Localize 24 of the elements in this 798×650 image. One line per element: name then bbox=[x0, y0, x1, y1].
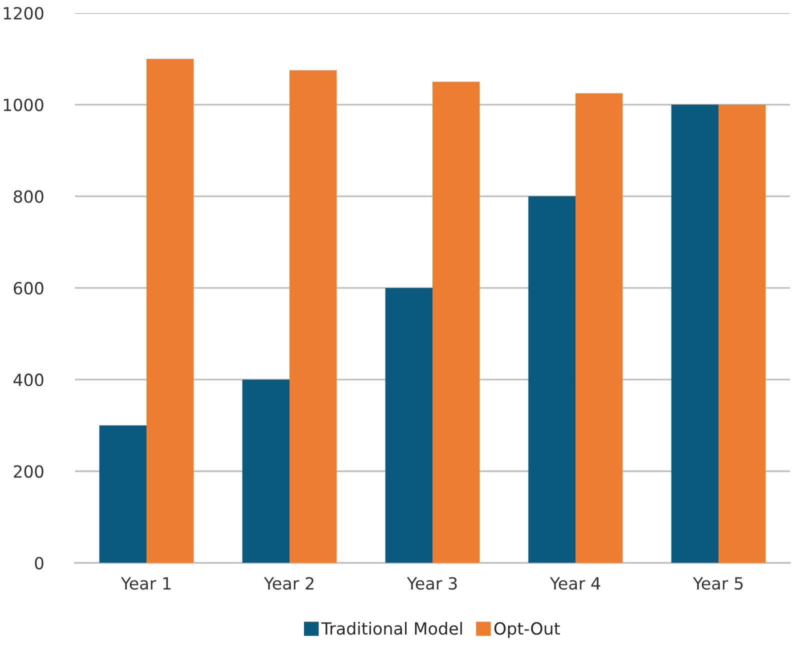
x-tick-label: Year 2 bbox=[264, 577, 314, 590]
y-tick-label: 0 bbox=[34, 556, 44, 570]
bar bbox=[146, 58, 194, 563]
y-tick-label: 1000 bbox=[4, 98, 44, 112]
bar bbox=[718, 104, 766, 563]
bar bbox=[671, 104, 719, 563]
x-tick-label: Year 3 bbox=[406, 577, 457, 590]
legend-label: Traditional Model bbox=[321, 622, 462, 635]
x-tick-label: Year 4 bbox=[550, 577, 600, 590]
y-tick-label: 400 bbox=[13, 374, 44, 386]
legend-label: Opt-Out bbox=[494, 622, 560, 638]
y-tick-label: 800 bbox=[14, 190, 44, 203]
y-tick-label: 1200 bbox=[4, 6, 44, 20]
y-tick-label: 200 bbox=[14, 465, 44, 478]
bar bbox=[528, 196, 576, 563]
bar bbox=[290, 70, 337, 563]
bar bbox=[242, 380, 290, 563]
y-tick-label: 600 bbox=[14, 282, 44, 295]
bar bbox=[432, 82, 480, 563]
bar bbox=[385, 288, 433, 563]
bar bbox=[576, 93, 623, 563]
x-tick-label: Year 1 bbox=[120, 577, 171, 590]
bar bbox=[99, 425, 147, 563]
x-tick-label: Year 5 bbox=[692, 577, 743, 590]
